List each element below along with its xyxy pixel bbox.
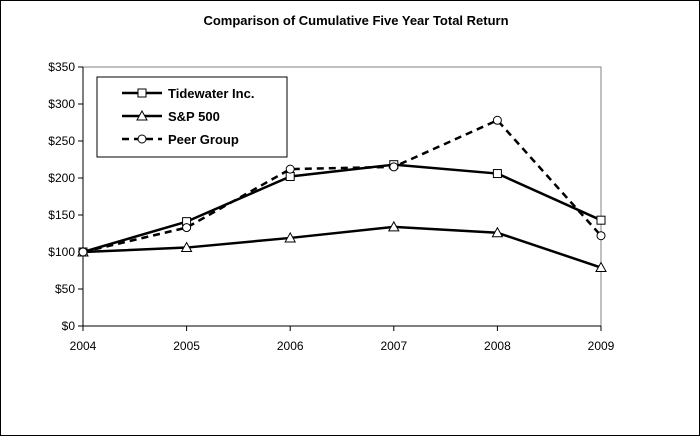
data-point [492,115,502,125]
legend-item: S&P 500 [122,109,220,124]
y-tick-label: $100 [48,245,75,259]
x-tick-label: 2005 [173,339,200,353]
series-line [82,163,602,254]
legend-marker [137,134,147,144]
data-point [182,223,192,233]
data-point [596,231,606,241]
legend-item: Peer Group [122,132,239,147]
data-point [180,241,193,253]
data-point [78,247,88,257]
x-tick-label: 2006 [277,339,304,353]
y-tick-label: $50 [55,282,75,296]
axes: $0 $50 $100 $150 $200 $250 $300 $350 2004 2005 200… [48,60,614,353]
data-point [285,172,295,182]
x-tick-label: 2008 [484,339,511,353]
series-2 [78,115,606,257]
y-tick-label: $300 [48,97,75,111]
series-line [82,225,602,269]
legend-marker [136,109,148,121]
y-tick-label: $0 [62,319,76,333]
data-point [285,164,295,174]
y-tick-label: $200 [48,171,75,185]
series-line [82,119,602,254]
x-tick-label: 2007 [380,339,407,353]
x-tick-label: 2004 [70,339,97,353]
series-layer [77,115,607,273]
y-tick-label: $150 [48,208,75,222]
data-point [389,162,399,172]
data-point [595,261,607,273]
legend-label: Peer Group [168,132,239,147]
legend-marker [137,88,147,98]
series-1 [77,220,607,273]
legend: Tidewater Inc. S&P 500 Peer Group [96,76,288,158]
legend-label: S&P 500 [168,109,220,124]
y-tick-label: $350 [48,60,75,74]
data-point [596,215,606,225]
chart-title: Comparison of Cumulative Five Year Total… [203,13,508,28]
data-point [491,226,504,238]
data-point [492,169,502,179]
data-point [284,231,297,243]
legend-item: Tidewater Inc. [122,86,254,101]
data-point [387,220,400,232]
x-tick-label: 2009 [588,339,615,353]
y-tick-label: $250 [48,134,75,148]
legend-label: Tidewater Inc. [168,86,254,101]
